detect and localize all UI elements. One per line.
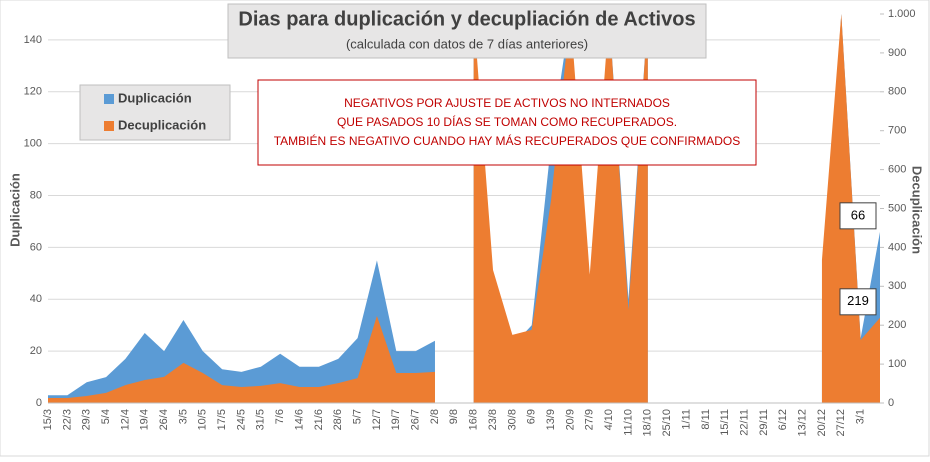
x-tick-label: 13/12 xyxy=(797,409,809,437)
annotation: QUE PASADOS 10 DÍAS SE TOMAN COMO RECUPE… xyxy=(337,114,677,129)
x-tick-label: 17/5 xyxy=(216,409,228,430)
x-tick-label: 5/7 xyxy=(351,409,363,424)
y2-tick-label: 500 xyxy=(888,202,906,214)
x-tick-label: 24/5 xyxy=(235,409,247,430)
x-tick-label: 20/9 xyxy=(564,409,576,430)
y-tick-label: 60 xyxy=(30,241,42,253)
x-tick-label: 2/8 xyxy=(429,409,441,424)
legend-swatch xyxy=(104,121,114,131)
y2-tick-label: 600 xyxy=(888,164,906,176)
x-tick-label: 7/6 xyxy=(274,409,286,424)
x-tick-label: 12/4 xyxy=(119,409,131,430)
y-tick-label: 40 xyxy=(30,293,42,305)
chart-subtitle: (calculada con datos de 7 días anteriore… xyxy=(346,36,588,51)
y-tick-label: 0 xyxy=(36,397,42,409)
x-tick-label: 13/9 xyxy=(545,409,557,430)
data-label-box xyxy=(839,202,877,230)
x-tick-label: 23/8 xyxy=(487,409,499,430)
x-tick-label: 3/1 xyxy=(855,409,867,424)
annotation: TAMBIÉN ES NEGATIVO CUANDO HAY MÁS RECUP… xyxy=(274,133,741,148)
x-tick-label: 18/10 xyxy=(642,409,654,437)
x-tick-label: 29/11 xyxy=(758,409,770,436)
x-tick-label: 26/4 xyxy=(158,409,170,430)
x-tick-label: 15/3 xyxy=(42,409,54,430)
x-tick-label: 4/10 xyxy=(603,409,615,430)
x-tick-label: 3/5 xyxy=(177,409,189,424)
x-tick-label: 20/12 xyxy=(816,409,828,437)
legend-swatch xyxy=(104,94,114,104)
x-tick-label: 9/8 xyxy=(448,409,460,424)
y-axis-label: Duplicación xyxy=(7,173,22,247)
x-tick-label: 25/10 xyxy=(661,409,673,437)
y-tick-label: 100 xyxy=(24,138,42,150)
area xyxy=(48,260,435,403)
x-tick-label: 6/9 xyxy=(526,409,538,424)
x-tick-label: 28/6 xyxy=(332,409,344,430)
data-label-box xyxy=(839,288,877,316)
x-tick-label: 30/8 xyxy=(506,409,518,430)
x-tick-label: 27/12 xyxy=(835,409,847,437)
annotation: NEGATIVOS POR AJUSTE DE ACTIVOS NO INTER… xyxy=(344,96,670,110)
x-tick-label: 26/7 xyxy=(410,409,422,430)
x-tick-label: 10/5 xyxy=(197,409,209,430)
x-tick-label: 15/11 xyxy=(719,409,731,436)
y-tick-label: 20 xyxy=(30,345,42,357)
y-tick-label: 80 xyxy=(30,189,42,201)
y2-tick-label: 100 xyxy=(888,358,906,370)
x-tick-label: 5/4 xyxy=(100,409,112,424)
y-tick-label: 120 xyxy=(24,86,42,98)
x-tick-label: 29/3 xyxy=(81,409,93,430)
x-tick-label: 27/9 xyxy=(584,409,596,430)
data-label: 219 xyxy=(847,293,869,308)
y2-axis-label: Decuplicación xyxy=(910,166,925,254)
x-tick-label: 6/12 xyxy=(777,409,789,430)
x-tick-label: 1/11 xyxy=(680,409,692,430)
x-tick-label: 22/3 xyxy=(61,409,73,430)
y2-tick-label: 300 xyxy=(888,280,906,292)
x-tick-label: 16/8 xyxy=(468,409,480,430)
x-tick-label: 8/11 xyxy=(700,409,712,430)
area xyxy=(48,315,435,403)
chart-title: Dias para duplicación y decupliación de … xyxy=(238,8,695,30)
x-tick-label: 21/6 xyxy=(313,409,325,430)
y2-tick-label: 700 xyxy=(888,125,906,137)
y-tick-label: 140 xyxy=(24,34,42,46)
y2-tick-label: 400 xyxy=(888,241,906,253)
y2-tick-label: 800 xyxy=(888,86,906,98)
x-tick-label: 22/11 xyxy=(738,409,750,436)
y2-tick-label: 900 xyxy=(888,47,906,59)
annotation-box xyxy=(257,79,757,166)
y2-tick-label: 0 xyxy=(888,397,894,409)
legend-label: Decuplicación xyxy=(118,117,206,132)
x-tick-label: 19/4 xyxy=(139,409,151,430)
data-label: 66 xyxy=(851,207,865,222)
legend-label: Duplicación xyxy=(118,90,192,105)
x-tick-label: 12/7 xyxy=(371,409,383,430)
x-tick-label: 19/7 xyxy=(390,409,402,430)
y2-tick-label: 200 xyxy=(888,319,906,331)
title-box xyxy=(227,3,707,59)
x-tick-label: 31/5 xyxy=(255,409,267,430)
x-tick-label: 14/6 xyxy=(293,409,305,430)
x-tick-label: 11/10 xyxy=(622,409,634,436)
y2-tick-label: 1.000 xyxy=(888,8,916,20)
